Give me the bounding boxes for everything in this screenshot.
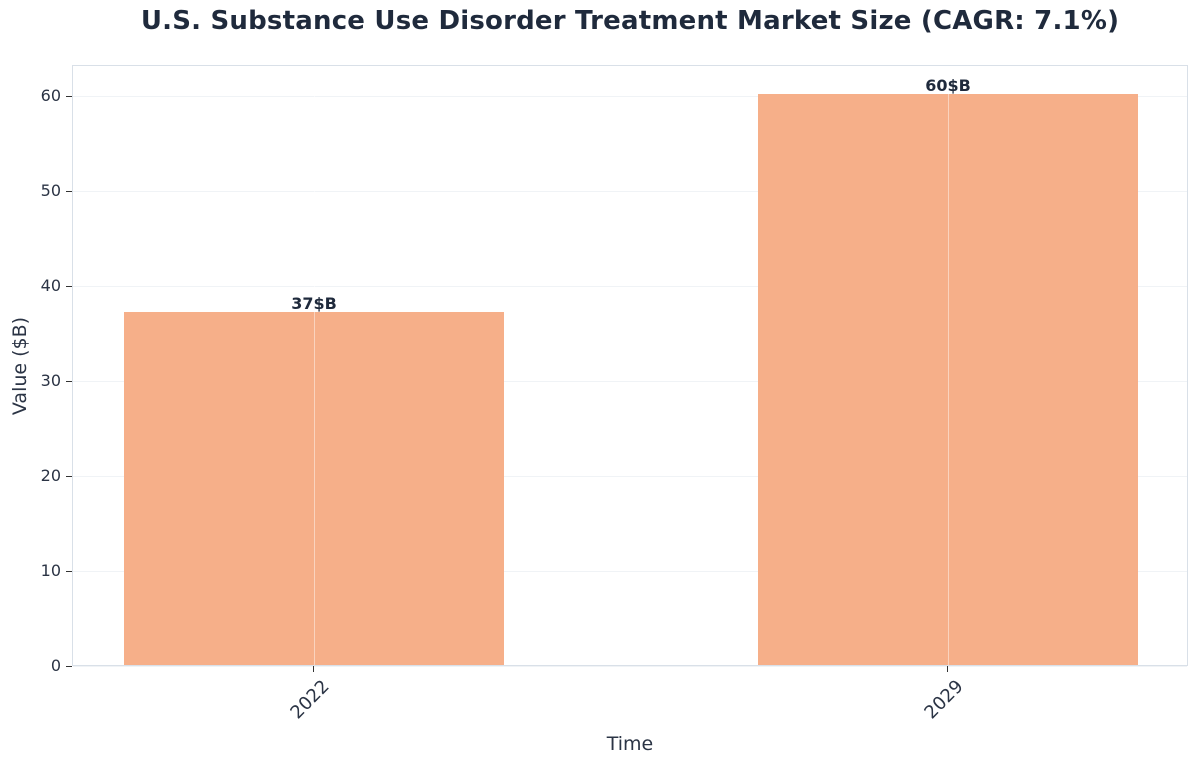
y-axis-label: Value ($B) — [9, 316, 31, 416]
gridline-40 — [73, 286, 1187, 287]
gridline-x-2029 — [948, 66, 949, 665]
ytick-40: 40 — [0, 276, 72, 295]
ytick-10: 10 — [0, 561, 72, 580]
gridline-30 — [73, 381, 1187, 382]
chart-title: U.S. Substance Use Disorder Treatment Ma… — [140, 6, 1120, 36]
xtick-2022 — [313, 666, 314, 672]
bar-2029 — [758, 94, 1138, 665]
ytick-60: 60 — [0, 86, 72, 105]
gridline-0 — [73, 666, 1187, 667]
gridline-x-2022 — [314, 66, 315, 665]
gridline-20 — [73, 476, 1187, 477]
plot-area: 37$B 60$B — [72, 65, 1188, 667]
gridline-60 — [73, 96, 1187, 97]
x-axis-label: Time — [606, 733, 654, 755]
bar-2022 — [124, 312, 504, 665]
ytick-50: 50 — [0, 181, 72, 200]
bar-label-2022: 37$B — [291, 294, 337, 313]
ytick-0: 0 — [0, 656, 72, 675]
gridline-50 — [73, 191, 1187, 192]
bar-label-2029: 60$B — [925, 76, 971, 95]
xtick-label-2022: 2022 — [286, 676, 334, 724]
ytick-20: 20 — [0, 466, 72, 485]
xtick-2029 — [947, 666, 948, 672]
gridline-10 — [73, 571, 1187, 572]
xtick-label-2029: 2029 — [920, 676, 968, 724]
ytick-30: 30 — [0, 371, 72, 390]
